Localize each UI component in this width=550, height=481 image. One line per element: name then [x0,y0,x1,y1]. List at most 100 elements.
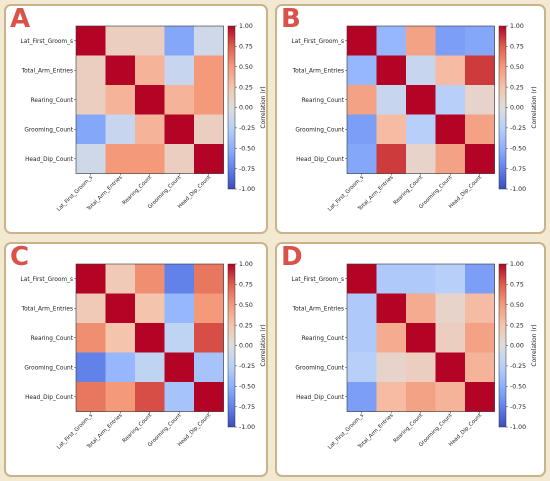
heatmap-cell-4-4 [465,382,495,412]
colorbar-tick-label: 1.00 [510,261,524,268]
row-label-total-arm-entries: Total_Arm_Entries [21,68,73,74]
heatmap-cell-3-2 [135,114,165,145]
heatmap-cell-2-2 [135,323,165,353]
heatmap-cell-4-1 [376,144,407,174]
colorbar-tick-label: 0.75 [239,282,253,289]
heatmap-cell-3-3 [435,352,466,383]
row-label-lat-first-groom-s: Lat_First_Groom_s [292,277,344,283]
heatmap-cell-3-1 [376,114,407,145]
colorbar [227,25,236,190]
heatmap-cell-3-1 [376,352,407,383]
heatmap-cell-4-0 [76,144,106,174]
heatmap-cell-4-0 [76,382,106,412]
heatmap-cell-4-4 [194,144,224,174]
colorbar [498,263,507,428]
colorbar-tick-label: -0.25 [239,125,255,132]
heatmap-cell-4-0 [347,144,377,174]
colorbar-label: Correlation (r) [260,86,267,128]
colorbar-tick-label: 0.50 [239,302,253,309]
heatmap-cell-2-1 [105,85,136,115]
row-label-head-dip-count: Head_Dip_Count [25,395,74,401]
heatmap-cell-3-3 [164,114,195,145]
heatmap-cell-2-2 [406,323,436,353]
heatmap-cell-0-3 [435,264,466,294]
heatmap-cell-4-1 [376,382,407,412]
heatmap-cell-0-0 [347,264,377,294]
col-label-rearing-count: Rearing_Count [393,413,425,445]
heatmap-cell-3-3 [164,352,195,383]
colorbar-label: Correlation (r) [531,86,538,128]
heatmap-cell-2-3 [435,85,466,115]
heatmap-cell-2-3 [164,85,195,115]
heatmap-cell-4-2 [406,382,436,412]
heatmap-cell-3-2 [135,352,165,383]
heatmap-cell-2-4 [194,323,224,353]
row-label-rearing-count: Rearing_Count [302,336,345,342]
heatmap-cell-0-2 [135,264,165,294]
heatmap-cell-0-2 [135,26,165,56]
row-label-grooming-count: Grooming_Count [295,127,344,133]
row-label-head-dip-count: Head_Dip_Count [296,157,345,163]
colorbar-tick-label: 1.00 [510,23,524,30]
col-label-head-dip-count: Head_Dip_Count [448,413,483,448]
col-label-rearing-count: Rearing_Count [122,413,154,445]
colorbar-tick-label: -0.75 [239,166,255,173]
heatmap-cell-1-1 [105,55,136,86]
heatmap-cell-4-3 [435,144,466,174]
colorbar-tick-label: -0.25 [510,125,526,132]
heatmap-cell-4-3 [164,382,195,412]
heatmap-cell-1-0 [76,55,106,86]
col-label-rearing-count: Rearing_Count [393,175,425,207]
heatmap-cell-3-2 [406,114,436,145]
heatmap-cell-4-3 [435,382,466,412]
row-label-total-arm-entries: Total_Arm_Entries [292,68,344,74]
colorbar-tick-label: 0.75 [239,44,253,51]
heatmap-cell-0-4 [465,264,495,294]
heatmap-cell-0-4 [465,26,495,56]
heatmap-cell-2-3 [164,323,195,353]
heatmap-cell-2-0 [76,323,106,353]
heatmap-cell-3-4 [194,114,224,145]
colorbar-tick-label: -0.25 [510,363,526,370]
heatmap-cell-3-4 [465,114,495,145]
col-label-head-dip-count: Head_Dip_Count [177,175,212,210]
col-label-rearing-count: Rearing_Count [122,175,154,207]
heatmap-cell-2-2 [406,85,436,115]
heatmap-cell-4-1 [105,382,136,412]
colorbar-tick-label: -0.50 [510,383,526,390]
colorbar-label: Correlation (r) [260,324,267,366]
heatmap-cell-2-0 [347,323,377,353]
panel-c: Lat_First_Groom_s Total_Arm_Entries Rearin… [4,242,268,477]
heatmap-cell-2-1 [376,323,407,353]
colorbar-tick-label: 0.50 [239,64,253,71]
heatmap-cell-0-2 [406,26,436,56]
heatmap-cell-4-2 [135,382,165,412]
heatmap-cell-0-3 [164,264,195,294]
heatmap-cell-1-1 [376,293,407,324]
col-label-head-dip-count: Head_Dip_Count [448,175,483,210]
row-label-grooming-count: Grooming_Count [24,365,73,371]
heatmap-cell-1-2 [406,293,436,324]
heatmap-cell-1-1 [105,293,136,324]
heatmap-chart-b: Lat_First_Groom_s Total_Arm_Entries Rearin… [292,23,538,213]
row-label-lat-first-groom-s: Lat_First_Groom_s [21,277,73,283]
heatmap-cell-3-3 [435,114,466,145]
heatmap-cell-3-0 [347,352,377,383]
heatmap-cell-0-1 [376,264,407,294]
row-label-total-arm-entries: Total_Arm_Entries [21,306,73,312]
heatmap-cell-2-3 [435,323,466,353]
heatmap-cell-3-2 [406,352,436,383]
row-label-lat-first-groom-s: Lat_First_Groom_s [292,39,344,45]
colorbar-tick-label: 0.00 [239,105,253,112]
colorbar-tick-label: -1.00 [510,424,526,431]
heatmap-cell-1-4 [465,293,495,324]
panel-letter-c: C [10,242,30,272]
heatmap-cell-4-2 [406,144,436,174]
colorbar [498,25,507,190]
heatmap-cell-1-4 [465,55,495,86]
heatmap-cell-1-3 [435,293,466,324]
colorbar-tick-label: 0.00 [239,343,253,350]
panel-a: Lat_First_Groom_s Total_Arm_Entries Rearin… [4,4,268,234]
colorbar-tick-label: -0.25 [239,363,255,370]
heatmap-cell-2-1 [376,85,407,115]
